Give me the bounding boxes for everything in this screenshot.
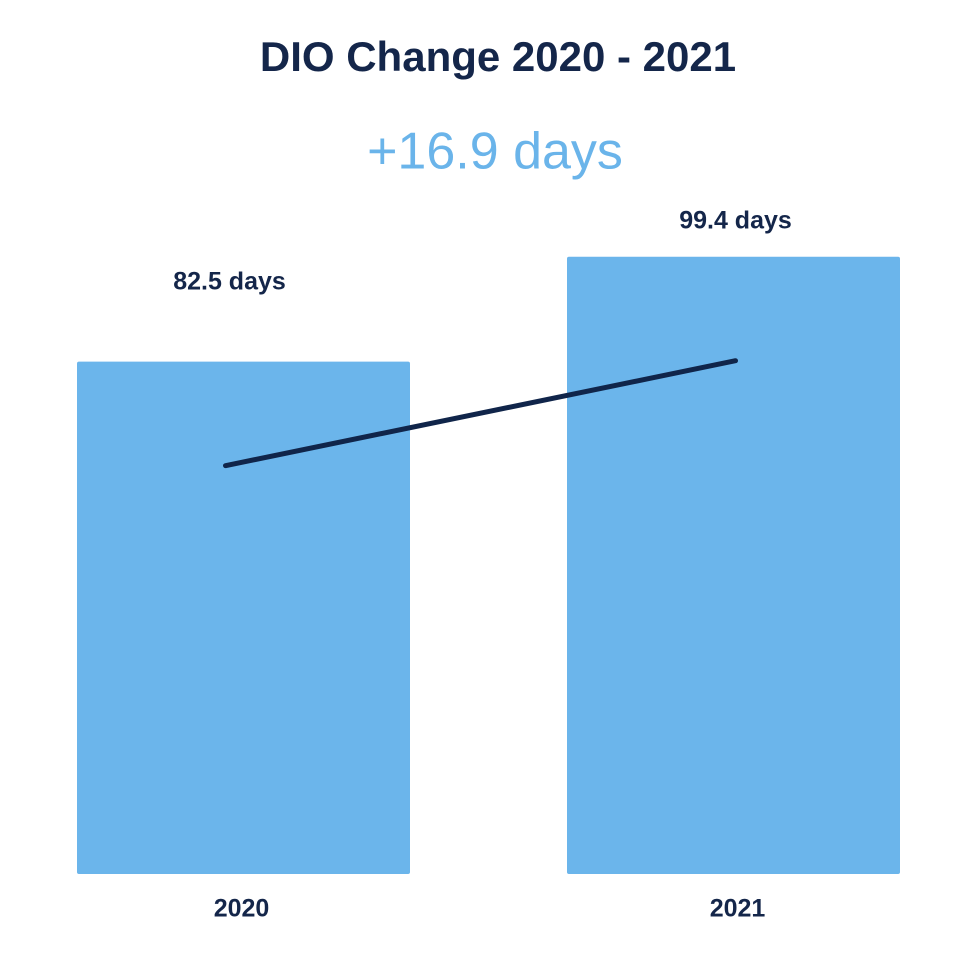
chart-subtitle: +16.9 days bbox=[367, 123, 623, 181]
value-label: 82.5 days bbox=[173, 267, 286, 295]
x-tick-label: 2021 bbox=[710, 895, 766, 923]
bar bbox=[77, 361, 410, 874]
x-tick-label: 2020 bbox=[214, 895, 270, 923]
trend-line bbox=[223, 358, 738, 469]
value-label: 99.4 days bbox=[679, 206, 792, 234]
chart-title: DIO Change 2020 - 2021 bbox=[260, 33, 736, 80]
bar bbox=[567, 256, 900, 874]
